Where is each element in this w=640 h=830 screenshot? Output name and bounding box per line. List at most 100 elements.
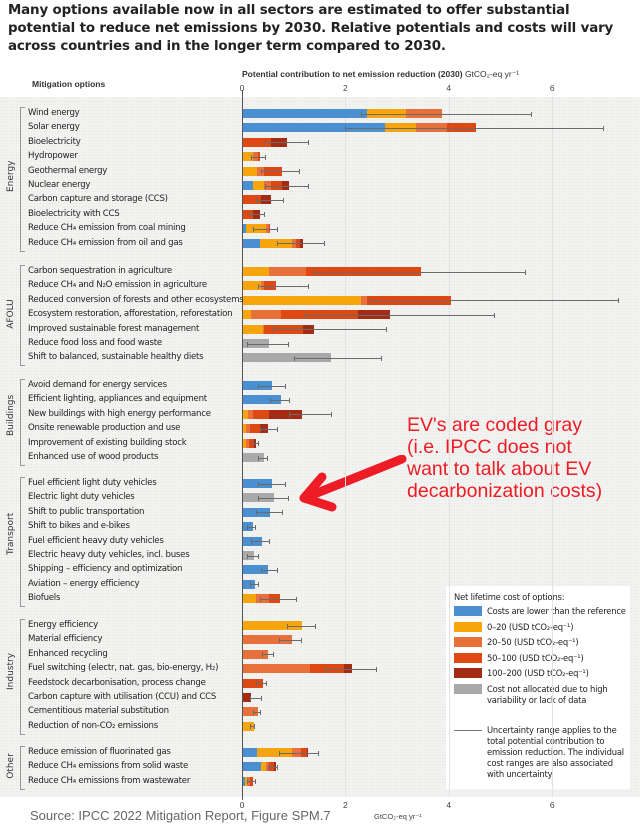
- uncertainty-range: [324, 666, 378, 672]
- option-label: New buildings with high energy performan…: [28, 408, 211, 419]
- uncertainty-range: [250, 154, 267, 160]
- uncertainty-range: [314, 269, 527, 275]
- uncertainty-range: [277, 241, 325, 247]
- uncertainty-range: [261, 652, 274, 658]
- annotation-text: EV's are coded gray (i.e. IPCC does not …: [407, 414, 602, 502]
- annotation-line: (i.e. IPCC does not: [407, 436, 572, 458]
- uncertainty-range: [249, 582, 260, 588]
- option-label: Energy efficiency: [28, 620, 98, 630]
- bar-segment: [259, 238, 292, 248]
- bar-segment: [243, 166, 258, 176]
- sector-label-buildings: Buildings: [6, 394, 16, 436]
- option-label: Solar energy: [28, 122, 80, 133]
- option-label: Reduction of non-CO₂ emissions: [28, 720, 158, 731]
- bar-segment: [243, 565, 268, 575]
- option-label: Bioelectricity with CCS: [28, 208, 120, 219]
- bar-segment: [243, 762, 262, 772]
- option-label: Hydropower: [28, 151, 78, 162]
- uncertainty-range: [265, 183, 310, 189]
- option-label: Geothermal energy: [28, 165, 108, 176]
- legend-label: Cost not allocated due to high variabili…: [487, 683, 608, 705]
- legend-swatch: [454, 637, 482, 647]
- legend-label: 20–50 (USD tCO₂-eq⁻¹): [487, 637, 579, 647]
- gridline: [552, 97, 553, 797]
- bar-segment: [248, 409, 254, 419]
- uncertainty-note: Uncertainty range applies to the total p…: [487, 725, 624, 779]
- option-label: Improved sustainable forest management: [28, 323, 200, 334]
- option-label: Ecosystem restoration, afforestation, re…: [28, 309, 233, 320]
- legend-swatch: [454, 652, 482, 663]
- bar-segment: [243, 395, 281, 405]
- option-label: Enhanced recycling: [28, 648, 108, 659]
- bar-segment: [243, 776, 245, 786]
- bar-segment: [261, 762, 267, 772]
- legend-item: 20–50 (USD tCO₂-eq⁻¹): [454, 637, 627, 648]
- stacked-bar: [243, 565, 268, 575]
- uncertainty-range: [252, 441, 260, 447]
- legend-item: 50–100 (USD tCO₂-eq⁻¹): [454, 652, 627, 664]
- stacked-bar: [243, 649, 268, 659]
- bar-segment: [243, 310, 251, 320]
- mitigation-options-header: Mitigation options: [32, 79, 106, 89]
- bar-segment: [268, 409, 303, 419]
- bar-segment: [243, 664, 310, 674]
- stacked-bar: [243, 579, 255, 589]
- bar-segment: [256, 748, 292, 757]
- bar-segment: [243, 209, 254, 219]
- option-label: Reduce CH₄ emission from oil and gas: [28, 237, 183, 248]
- option-label: Biofuels: [28, 593, 61, 604]
- bar-segment: [248, 438, 254, 448]
- bar-segment: [243, 649, 268, 659]
- sector-bracket: [20, 477, 25, 608]
- chart-panel: [0, 97, 640, 797]
- legend-item: Cost not allocated due to high variabili…: [454, 683, 627, 706]
- bar-segment: [243, 267, 269, 276]
- stacked-bar: [243, 479, 272, 488]
- headline: Many options available now in all sector…: [8, 3, 614, 54]
- stacked-bar: [243, 453, 264, 462]
- option-label: Reduce CH₄ emissions from solid waste: [28, 761, 189, 772]
- bar-segment: [243, 123, 386, 133]
- option-label: Reduce CH₄ emissions from wastewater: [28, 775, 191, 786]
- uncertainty-range: [260, 596, 297, 602]
- bar-segment: [250, 310, 281, 320]
- bar-segment: [243, 693, 252, 702]
- bar-segment: [243, 621, 303, 630]
- stacked-bar: [243, 395, 281, 405]
- option-label: Carbon sequestration in agriculture: [28, 266, 172, 276]
- axis-tick-label: 2: [343, 800, 348, 810]
- uncertainty-range: [256, 197, 285, 203]
- option-label: Bioelectricity: [28, 136, 81, 147]
- stacked-bar: [243, 409, 303, 419]
- bar-segment: [243, 137, 272, 147]
- stacked-bar: [243, 693, 252, 702]
- option-label: Carbon capture with utilisation (CCU) an…: [28, 692, 217, 702]
- source-caption: Source: IPCC 2022 Mitigation Report, Fig…: [30, 808, 331, 823]
- uncertainty-range: [247, 779, 257, 785]
- option-label: Shift to public transportation: [28, 506, 145, 517]
- bar-segment: [243, 453, 264, 462]
- uncertainty-range: [286, 623, 316, 629]
- option-label: Enhanced use of wood products: [28, 452, 159, 462]
- axis-tick-label: 6: [549, 800, 555, 810]
- bar-segment: [243, 295, 361, 305]
- legend-label: 50–100 (USD tCO₂-eq⁻¹): [487, 652, 584, 663]
- bar-segment: [243, 224, 246, 234]
- option-label: Reduce CH₄ emission from coal mining: [28, 223, 186, 234]
- legend-label: 0–20 (USD tCO₂-eq⁻¹): [487, 621, 574, 632]
- bar-segment: [243, 409, 249, 419]
- legend-swatch: [454, 668, 482, 678]
- legend-label: 100–200 (USD tCO₂-eq⁻¹): [487, 668, 589, 678]
- uncertainty-range: [273, 327, 387, 333]
- bar-segment: [243, 238, 260, 248]
- uncertainty-range: [265, 140, 310, 146]
- option-label: Cementitious material substitution: [28, 706, 169, 717]
- option-label: Carbon capture and storage (CCS): [28, 194, 168, 205]
- option-label: Reduce emission of fluorinated gas: [28, 747, 171, 757]
- option-label: Material efficiency: [28, 634, 103, 645]
- uncertainty-range: [257, 481, 287, 487]
- uncertainty-range: [345, 125, 604, 131]
- uncertainty-range: [247, 524, 257, 530]
- bar-segment: [246, 438, 249, 448]
- uncertainty-range: [247, 341, 289, 347]
